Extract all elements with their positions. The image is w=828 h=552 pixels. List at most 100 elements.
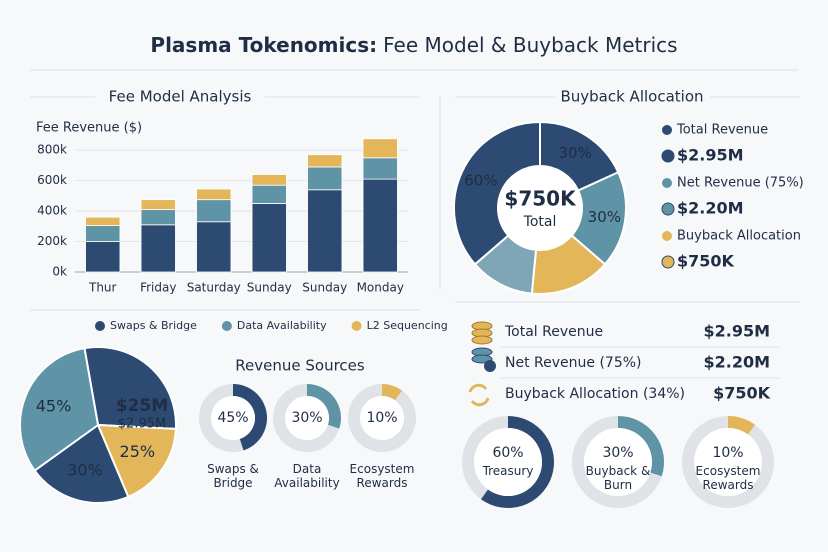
table-value: $2.95M xyxy=(703,322,770,341)
center-value: $750K xyxy=(504,187,577,211)
y-tick-label: 800k xyxy=(37,143,67,157)
coin-icon xyxy=(661,202,675,216)
bar-segment xyxy=(362,157,398,180)
legend-marker xyxy=(662,178,672,188)
gauge-center xyxy=(474,428,542,496)
gauge-center xyxy=(285,396,329,440)
legend-value: $750K xyxy=(677,252,735,271)
category-label-box: Ecosystem Rewards xyxy=(349,462,415,490)
category-label: Treasury xyxy=(482,464,534,478)
category-label: Swaps & Bridge xyxy=(207,462,259,490)
category-label-box: Treasury xyxy=(482,464,534,478)
page-title: Plasma Tokenomics: Fee Model & Buyback Me… xyxy=(150,33,677,57)
gauge-center xyxy=(584,428,652,496)
x-tick-label: Friday xyxy=(140,281,176,295)
table-value: $750K xyxy=(713,384,771,403)
bar-segment xyxy=(362,138,398,159)
gauge-arc xyxy=(233,384,267,451)
bar-segment xyxy=(196,188,232,201)
y-tick-label: 400k xyxy=(37,204,67,218)
bar-segment xyxy=(196,221,232,273)
pie-segment xyxy=(83,346,177,430)
gauge-value: 30% xyxy=(291,410,322,426)
y-tick-label: 200k xyxy=(37,234,67,248)
table-value: $2.20M xyxy=(703,353,770,372)
gauge-value: 60% xyxy=(492,445,523,461)
table-label: Buyback Allocation (34%) xyxy=(505,386,685,402)
data-label: 45% xyxy=(36,396,72,415)
data-label: 30% xyxy=(558,144,591,162)
gauge-arc xyxy=(480,415,555,509)
pie-segment xyxy=(33,423,130,504)
legend-marker xyxy=(662,231,672,241)
gauge-track xyxy=(348,384,417,452)
bar-segment xyxy=(251,174,287,186)
bar-segment xyxy=(85,216,121,226)
bar-segment xyxy=(307,154,343,168)
bar-segment xyxy=(196,199,232,223)
legend-value: $2.20M xyxy=(677,199,744,218)
section-title: Fee Model Analysis xyxy=(109,88,252,106)
data-label: 60% xyxy=(464,171,497,189)
title-rest: Fee Model & Buyback Metrics xyxy=(383,33,677,57)
x-tick-label: Monday xyxy=(357,281,404,295)
annotation: $25M xyxy=(116,396,168,416)
category-label-box: Data Availability xyxy=(274,462,340,490)
x-tick-label: Saturday xyxy=(187,281,241,295)
x-tick-label: Thur xyxy=(88,281,117,295)
gauge-value: 30% xyxy=(602,445,633,461)
bar-segment xyxy=(85,225,121,242)
pie-segment xyxy=(96,423,177,499)
coin-icon xyxy=(661,149,675,163)
legend-marker xyxy=(221,321,232,331)
section-title: Buyback Allocation xyxy=(560,88,703,106)
gauge-arc xyxy=(307,384,341,429)
table-label: Total Revenue xyxy=(504,324,603,340)
legend-label: Total Revenue xyxy=(676,123,768,138)
x-tick-label: Sunday xyxy=(247,281,292,295)
donut-hole xyxy=(498,166,582,250)
bar-segment xyxy=(307,189,343,273)
table-label: Net Revenue (75%) xyxy=(505,355,642,371)
center-label: Total xyxy=(523,214,557,230)
gauge-value: 10% xyxy=(366,410,397,426)
annotation: $2.95M xyxy=(118,417,166,432)
gauge-value: 45% xyxy=(217,410,248,426)
category-label: Ecosystem Rewards xyxy=(695,464,761,492)
legend-value: $2.95M xyxy=(677,146,744,165)
section-title: Revenue Sources xyxy=(235,357,365,375)
category-label: Data Availability xyxy=(274,462,340,490)
legend-marker xyxy=(95,321,105,331)
legend-marker xyxy=(662,125,672,135)
legend-label: Data Availability xyxy=(237,319,327,332)
data-label: 30% xyxy=(588,208,621,226)
gauge-arc xyxy=(728,416,756,435)
gauge-arc xyxy=(618,416,664,477)
category-label: Ecosystem Rewards xyxy=(349,462,415,490)
gauge-center xyxy=(360,396,404,440)
summary-icons xyxy=(468,321,496,407)
bar-segment xyxy=(251,184,287,204)
bar-segment xyxy=(307,166,343,191)
data-label: 25% xyxy=(120,442,156,461)
legend-label: Net Revenue (75%) xyxy=(677,176,804,191)
title-bold: Plasma Tokenomics: xyxy=(150,33,377,57)
y-tick-label: 600k xyxy=(37,173,67,187)
x-tick-label: Sunday xyxy=(302,281,347,295)
gauge-center xyxy=(211,396,255,440)
y-axis-label: Fee Revenue ($) xyxy=(36,121,142,136)
category-label: Buyback & Burn xyxy=(585,464,651,492)
gauge-value: 10% xyxy=(712,445,743,461)
legend-label: Buyback Allocation xyxy=(677,229,801,244)
legend-marker xyxy=(351,321,362,331)
bar-segment xyxy=(251,203,287,273)
legend-label: L2 Sequencing xyxy=(367,319,448,332)
bar-segment xyxy=(140,199,176,210)
category-label-box: Buyback & Burn xyxy=(585,464,651,492)
bar-segment xyxy=(140,209,176,226)
legend-label: Swaps & Bridge xyxy=(110,319,197,332)
data-label: 30% xyxy=(67,461,103,480)
bar-segment xyxy=(362,178,398,273)
category-label-box: Ecosystem Rewards xyxy=(695,464,761,492)
